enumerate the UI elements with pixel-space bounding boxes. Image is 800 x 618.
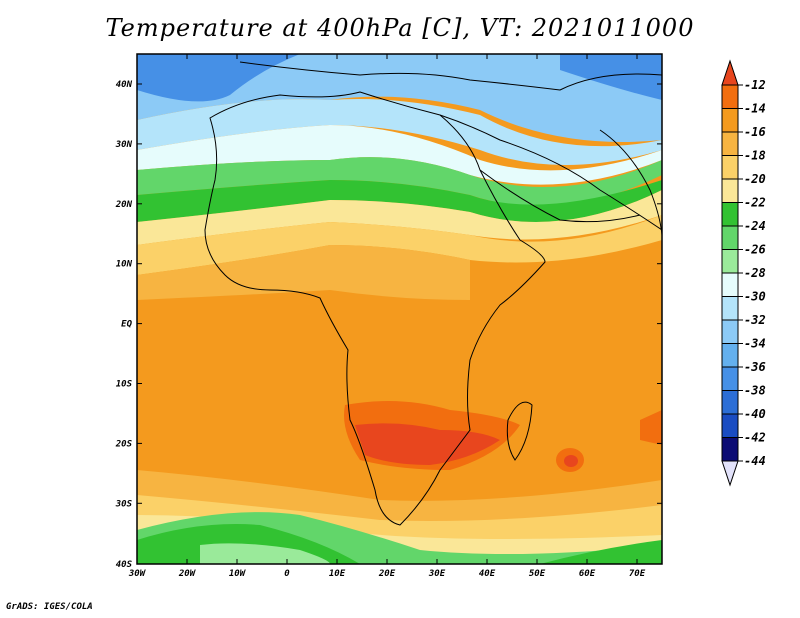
lon-label: 30E bbox=[428, 569, 446, 579]
colorbar-box bbox=[721, 225, 739, 250]
lat-label: 10S bbox=[116, 380, 133, 390]
lon-label: 70E bbox=[629, 569, 646, 579]
lon-label: 40E bbox=[479, 569, 496, 579]
lat-label: 20N bbox=[115, 200, 133, 210]
colorbar-label: -44 bbox=[744, 454, 766, 468]
lon-label: 0 bbox=[284, 569, 290, 579]
colorbar-label: -38 bbox=[744, 384, 766, 398]
colorbar-label: -12 bbox=[744, 78, 766, 92]
colorbar-label: -22 bbox=[744, 196, 766, 210]
lat-label: 10N bbox=[116, 260, 133, 270]
map-title: Temperature at 400hPa [C], VT: 202101100… bbox=[105, 14, 695, 42]
colorbar-box bbox=[721, 202, 739, 227]
colorbar-box bbox=[721, 343, 739, 368]
credit-label: GrADS: IGES/COLA bbox=[6, 602, 93, 612]
colorbar-box bbox=[721, 413, 739, 438]
lat-label: 30N bbox=[115, 140, 133, 150]
colorbar-top-arrow bbox=[721, 59, 739, 86]
lon-label: 10W bbox=[229, 569, 247, 579]
lat-label: EQ bbox=[121, 320, 132, 330]
colorbar-box bbox=[721, 131, 739, 156]
lon-label: 20W bbox=[178, 569, 197, 579]
colorbar-label: -40 bbox=[744, 407, 766, 421]
colorbar-box bbox=[721, 178, 739, 203]
colorbar-label: -16 bbox=[744, 125, 766, 139]
colorbar-label: -14 bbox=[744, 102, 766, 116]
lat-label: 40N bbox=[116, 80, 133, 90]
colorbar-box bbox=[721, 155, 739, 180]
latitude-axis: 40N 30N 20N 10N EQ 10S 20S 30S 40S bbox=[115, 80, 662, 570]
lon-label: 50E bbox=[529, 569, 546, 579]
colorbar-label: -30 bbox=[744, 290, 766, 304]
colorbar-bottom-arrow bbox=[721, 460, 739, 487]
temperature-field bbox=[137, 54, 662, 564]
colorbar-label: -32 bbox=[744, 313, 766, 327]
lon-label: 60E bbox=[579, 569, 596, 579]
colorbar-label: -34 bbox=[744, 337, 766, 351]
colorbar-label: -36 bbox=[744, 360, 766, 374]
colorbar-box bbox=[721, 437, 739, 462]
colorbar-box bbox=[721, 108, 739, 133]
colorbar-box bbox=[721, 319, 739, 344]
lat-label: 20S bbox=[115, 439, 133, 449]
lon-label: 20E bbox=[378, 569, 396, 579]
colorbar-box bbox=[721, 84, 739, 109]
lon-label: 30W bbox=[128, 569, 147, 579]
colorbar: -12 -14 -16 -18 -20 -22 -24 -26 -28 -30 -32 -34 -36 -… bbox=[721, 59, 766, 487]
longitude-axis: 30W 20W 10W 0 10E 20E 30E 40E 50E 60E 70E bbox=[128, 54, 646, 579]
colorbar-label: -18 bbox=[744, 149, 766, 163]
lon-label: 10E bbox=[329, 569, 346, 579]
lat-label: 40S bbox=[116, 560, 133, 570]
colorbar-box bbox=[721, 366, 739, 391]
colorbar-label: -26 bbox=[744, 243, 766, 257]
colorbar-box bbox=[721, 296, 739, 321]
colorbar-box bbox=[721, 249, 739, 274]
colorbar-label: -24 bbox=[744, 219, 766, 233]
colorbar-box bbox=[721, 272, 739, 297]
colorbar-box bbox=[721, 390, 739, 415]
lat-label: 30S bbox=[115, 499, 133, 509]
coastlines bbox=[204, 61, 662, 526]
colorbar-label: -42 bbox=[744, 431, 766, 445]
map-frame bbox=[136, 53, 663, 565]
colorbar-label: -28 bbox=[744, 266, 766, 280]
colorbar-label: -20 bbox=[744, 172, 766, 186]
